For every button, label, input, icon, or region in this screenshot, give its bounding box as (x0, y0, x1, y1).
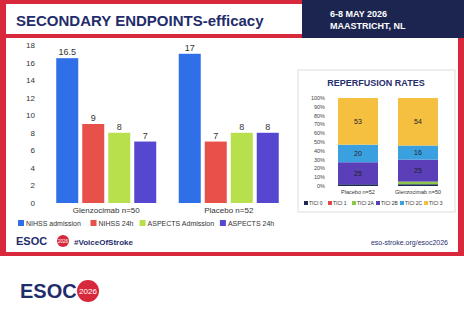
y-tick-label: 14 (26, 76, 35, 85)
bar-segment (338, 145, 378, 163)
y-tick-label: 10% (314, 174, 325, 180)
y-tick-label: 20% (314, 165, 325, 171)
category-label: Placebo n=52 (204, 206, 254, 215)
chart-title: REPERFUSION RATES (327, 78, 424, 88)
slide-screenshot: SECONDARY ENDPOINTS-efficacy 6-8 MAY 2026… (0, 0, 464, 318)
y-tick-label: 50% (314, 139, 325, 145)
legend-label: TICI 1 (333, 200, 347, 206)
y-tick-label: 0% (317, 183, 325, 189)
data-label: 20 (354, 150, 362, 157)
slide-body (6, 38, 458, 252)
legend-label: NIHSS admission (26, 220, 81, 227)
bar-segment (398, 160, 438, 182)
bar (134, 142, 156, 203)
url: eso-stroke.org/esoc2026 (371, 239, 448, 247)
stacked-bars (338, 98, 438, 186)
y-tick-label: 40% (314, 148, 325, 154)
bar-segment (338, 162, 378, 184)
data-label: 7 (143, 131, 148, 141)
legend-swatch (424, 201, 428, 205)
legend-label: NIHSS 24h (99, 220, 134, 227)
data-label: 7 (213, 131, 218, 141)
legend-swatch (328, 201, 332, 205)
hashtag: #VoiceOfStroke (74, 238, 134, 247)
y-tick-label: 80% (314, 113, 325, 119)
data-label: 53 (354, 118, 362, 125)
bar-segment (338, 98, 378, 145)
footer-logo-badge (77, 280, 99, 302)
bar (108, 133, 130, 203)
legend-label: ASPECTS Admission (148, 220, 215, 227)
y-tick-label: 100% (311, 95, 325, 101)
y-tick-label: 4 (31, 164, 36, 173)
data-label: 8 (265, 122, 270, 132)
legend-swatch (400, 201, 404, 205)
logo-badge (57, 235, 69, 247)
legend-swatch (91, 220, 97, 226)
y-tick-label: 30% (314, 157, 325, 163)
legend-swatch (18, 220, 24, 226)
legend-swatch (140, 220, 146, 226)
y-tick-label: 8 (31, 129, 36, 138)
y-tick-label: 10 (26, 111, 35, 120)
footer-logo: ESOC (20, 280, 77, 302)
legend-label: TICI 2B (381, 200, 399, 206)
legend-swatch (220, 220, 226, 226)
data-label: 8 (117, 122, 122, 132)
legend-swatch (352, 201, 356, 205)
event-location: MAASTRICHT, NL (330, 21, 406, 31)
category-label: Placebo n=52 (341, 189, 375, 195)
footer-logo-year: 2026 (79, 287, 97, 296)
y-tick-label: 60% (314, 130, 325, 136)
data-label: 16.5 (58, 47, 76, 57)
title-box (6, 4, 302, 34)
legend-label: TICI 3 (429, 200, 443, 206)
data-label: 25 (354, 170, 362, 177)
legend-label: TICI 0 (309, 200, 323, 206)
y-tick-label: 12 (26, 94, 35, 103)
bar-segment (398, 182, 438, 185)
event-date: 6-8 MAY 2026 (330, 9, 387, 19)
bar (179, 54, 201, 203)
category-label: Glenzocimab n=50 (73, 206, 140, 215)
bar (205, 142, 227, 203)
slide-title: SECONDARY ENDPOINTS-efficacy (16, 12, 264, 29)
data-label: 17 (185, 43, 195, 53)
y-tick-label: 6 (31, 146, 36, 155)
bar (56, 58, 78, 203)
data-label: 9 (91, 113, 96, 123)
y-tick-label: 18 (26, 41, 35, 50)
category-label: Glenzocimab n=50 (395, 189, 441, 195)
legend-swatch (304, 201, 308, 205)
y-tick-label: 16 (26, 59, 35, 68)
data-label: 25 (414, 167, 422, 174)
y-tick-label: 90% (314, 104, 325, 110)
legend-label: TICI 2C (405, 200, 423, 206)
bar (231, 133, 253, 203)
bar-segment (398, 146, 438, 160)
y-tick-label: 0 (31, 199, 36, 208)
slide-logo: ESOC (16, 235, 47, 247)
bar-segment (398, 98, 438, 146)
bar-segment (338, 184, 378, 186)
header-image (302, 0, 464, 38)
bars (56, 54, 279, 203)
slide-logo-year: 2026 (58, 239, 69, 244)
y-tick-label: 2 (31, 181, 36, 190)
bar-segment (398, 184, 438, 186)
legend-label: ASPECTS 24h (228, 220, 274, 227)
y-tick-label: 70% (314, 121, 325, 127)
bar (257, 133, 279, 203)
legend-swatch (376, 201, 380, 205)
slide-frame (0, 0, 464, 256)
data-label: 8 (239, 122, 244, 132)
data-label: 16 (414, 149, 422, 156)
bar (82, 124, 104, 203)
chart-panel (298, 70, 455, 212)
legend-label: TICI 2A (357, 200, 375, 206)
data-label: 54 (414, 118, 422, 125)
